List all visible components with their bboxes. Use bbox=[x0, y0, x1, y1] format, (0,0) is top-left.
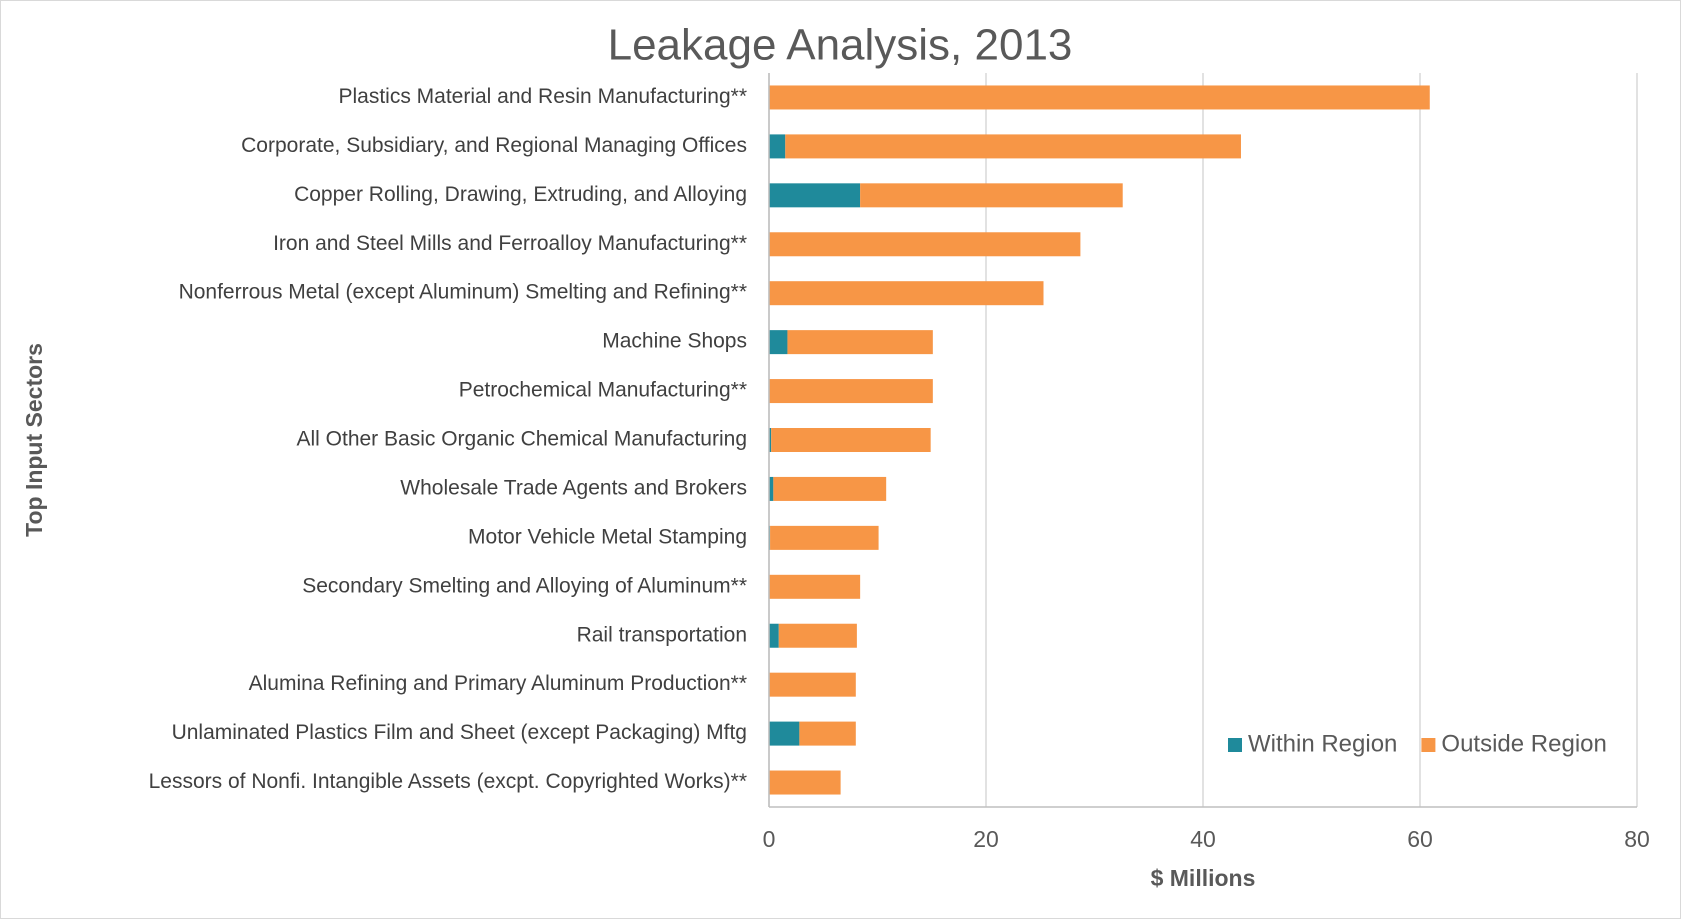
bar-segment bbox=[778, 623, 857, 648]
y-tick-label: Secondary Smelting and Alloying of Alumi… bbox=[302, 574, 747, 597]
y-tick-label: Wholesale Trade Agents and Brokers bbox=[400, 476, 747, 499]
y-tick-label: Petrochemical Manufacturing** bbox=[459, 379, 747, 402]
bar-segment bbox=[769, 85, 1430, 110]
y-tick-label: Rail transportation bbox=[577, 623, 747, 646]
bar-segment bbox=[769, 379, 933, 404]
y-tick-label: All Other Basic Organic Chemical Manufac… bbox=[296, 428, 747, 451]
y-tick-label: Corporate, Subsidiary, and Regional Mana… bbox=[241, 134, 747, 157]
bar-segment bbox=[771, 428, 931, 452]
legend-swatch bbox=[1421, 738, 1436, 752]
bar-segment bbox=[773, 476, 887, 501]
y-tick-label: Iron and Steel Mills and Ferroalloy Manu… bbox=[273, 232, 747, 255]
bar-segment bbox=[860, 183, 1123, 208]
bar-segment bbox=[769, 330, 788, 355]
x-tick-label: 20 bbox=[973, 826, 999, 852]
bar-segment bbox=[769, 672, 856, 697]
y-tick-label: Nonferrous Metal (except Aluminum) Smelt… bbox=[179, 281, 747, 304]
y-tick-label: Machine Shops bbox=[602, 330, 747, 353]
legend-swatch bbox=[1228, 738, 1242, 752]
bar-segment bbox=[787, 330, 933, 355]
bar-segment bbox=[769, 232, 1081, 257]
x-tick-label: 0 bbox=[763, 826, 776, 852]
bar-segment bbox=[769, 281, 1044, 306]
bar-segment bbox=[769, 721, 800, 746]
x-tick-label: 80 bbox=[1624, 826, 1650, 852]
y-tick-label: Lessors of Nonfi. Intangible Assets (exc… bbox=[149, 770, 747, 793]
bar-segment bbox=[769, 134, 786, 159]
x-tick-label: 60 bbox=[1407, 826, 1433, 852]
y-axis-label: Top Input Sectors bbox=[21, 343, 47, 537]
y-tick-label: Motor Vehicle Metal Stamping bbox=[468, 525, 747, 548]
y-tick-label: Plastics Material and Resin Manufacturin… bbox=[338, 85, 747, 108]
bar-segment bbox=[769, 428, 772, 452]
bar-segment bbox=[769, 476, 774, 501]
bar-segment bbox=[785, 134, 1241, 159]
y-tick-label: Alumina Refining and Primary Aluminum Pr… bbox=[249, 672, 747, 695]
y-tick-label: Unlaminated Plastics Film and Sheet (exc… bbox=[172, 721, 747, 744]
x-tick-label: 40 bbox=[1190, 826, 1216, 852]
bar-segment bbox=[769, 574, 861, 599]
y-tick-label: Copper Rolling, Drawing, Extruding, and … bbox=[294, 183, 747, 206]
legend-label: Within Region bbox=[1248, 730, 1397, 757]
chart-title: Leakage Analysis, 2013 bbox=[608, 21, 1073, 70]
bar-segment bbox=[770, 525, 879, 550]
bar-segment bbox=[769, 770, 841, 795]
bar-segment bbox=[769, 183, 861, 208]
x-axis-label: $ Millions bbox=[1151, 865, 1256, 891]
legend-label: Outside Region bbox=[1441, 730, 1606, 757]
bar-segment bbox=[799, 721, 856, 746]
bar-segment bbox=[769, 623, 779, 648]
